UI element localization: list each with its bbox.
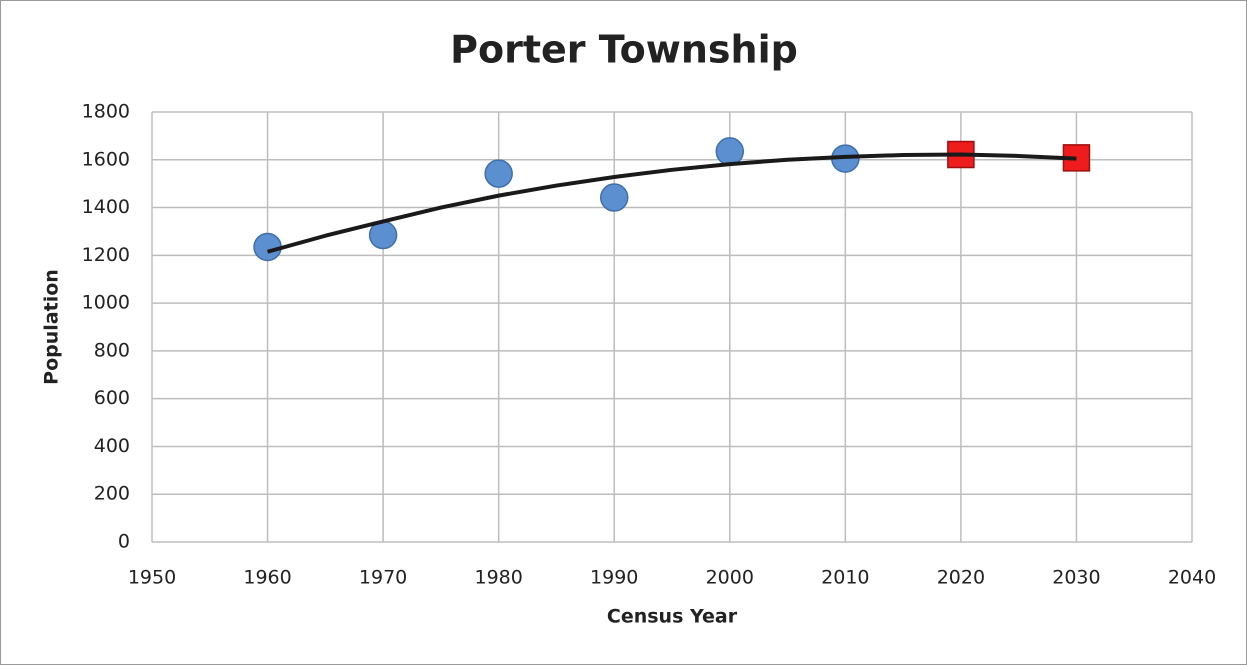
point	[484, 159, 513, 188]
x-axis-label: Census Year	[607, 606, 738, 628]
chart-title: Porter Township	[450, 28, 798, 72]
point	[599, 183, 629, 212]
y-axis-label: Population	[41, 269, 63, 385]
x-tick-label: 1980	[474, 567, 522, 589]
y-tick-label: 1200	[82, 244, 130, 266]
y-tick-label: 200	[94, 483, 130, 505]
y-tick-label: 0	[118, 531, 130, 553]
y-tick-label: 400	[94, 435, 130, 457]
point	[253, 232, 282, 262]
trend-line	[267, 152, 1077, 254]
x-tick-label: 2030	[1052, 567, 1100, 589]
x-tick-label: 2040	[1168, 567, 1216, 589]
y-tick-label: 1800	[82, 101, 130, 123]
y-tick-label: 800	[94, 339, 130, 361]
x-tick-label: 1950	[128, 567, 176, 589]
point	[715, 137, 745, 166]
x-tick-label: 2000	[706, 567, 754, 589]
x-tick-label: 1990	[590, 567, 638, 589]
y-tick-label: 1600	[82, 148, 130, 170]
x-tick-label: 1960	[243, 567, 291, 589]
x-tick-label: 1970	[359, 567, 407, 589]
y-tick-label: 600	[94, 387, 130, 409]
x-tick-label: 2010	[821, 567, 869, 589]
x-tick-label: 2020	[937, 567, 985, 589]
y-tick-label: 1000	[82, 292, 130, 314]
y-tick-label: 1400	[82, 196, 130, 218]
